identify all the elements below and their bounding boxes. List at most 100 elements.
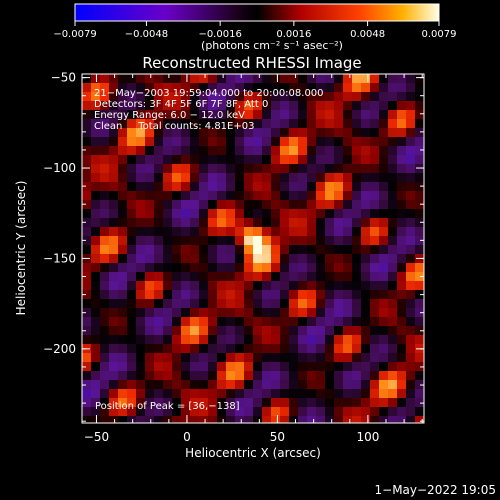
plot-frame <box>81 73 425 424</box>
heatmap-cell <box>226 344 235 353</box>
heatmap-cell <box>208 389 217 398</box>
heatmap-cell <box>199 317 208 326</box>
heatmap-cell <box>388 398 397 407</box>
heatmap-cell <box>163 344 172 353</box>
heatmap-cell <box>280 83 289 92</box>
heatmap-cell <box>82 290 91 299</box>
heatmap-cell <box>262 245 271 254</box>
heatmap-cell <box>145 173 154 182</box>
heatmap-cell <box>172 74 181 83</box>
heatmap-cell <box>406 362 415 371</box>
heatmap-cell <box>370 227 379 236</box>
heatmap-cell <box>145 137 154 146</box>
heatmap-cell <box>145 182 154 191</box>
heatmap-cell <box>262 344 271 353</box>
heatmap-cell <box>280 299 289 308</box>
annotation-line-2: Detectors: 3F 4F 5F 6F 7F 8F, Att 0 <box>94 99 268 110</box>
heatmap-cell <box>199 407 208 416</box>
heatmap-cell <box>343 146 352 155</box>
heatmap-cell <box>352 407 361 416</box>
heatmap-cell <box>235 398 244 407</box>
heatmap-cell <box>379 335 388 344</box>
heatmap-cell <box>397 308 406 317</box>
heatmap-cell <box>208 110 217 119</box>
heatmap-cell <box>145 254 154 263</box>
heatmap-cell <box>388 290 397 299</box>
heatmap-cell <box>298 83 307 92</box>
heatmap-cell <box>145 344 154 353</box>
heatmap-cell <box>253 407 262 416</box>
heatmap-cell <box>208 200 217 209</box>
heatmap-cell <box>109 128 118 137</box>
heatmap-cell <box>406 218 415 227</box>
heatmap-cell <box>298 326 307 335</box>
heatmap-cell <box>181 200 190 209</box>
heatmap-cell <box>172 362 181 371</box>
heatmap-cell <box>145 191 154 200</box>
heatmap-cell <box>406 92 415 101</box>
heatmap-cell <box>100 155 109 164</box>
heatmap-cell <box>208 272 217 281</box>
heatmap-cell <box>190 254 199 263</box>
heatmap-cell <box>208 236 217 245</box>
heatmap-cell <box>343 83 352 92</box>
heatmap-cell <box>352 92 361 101</box>
heatmap-cell <box>262 83 271 92</box>
heatmap-cell <box>397 155 406 164</box>
heatmap-cell <box>199 236 208 245</box>
heatmap-cell <box>361 209 370 218</box>
heatmap-cell <box>361 281 370 290</box>
timestamp-footer: 1−May−2022 19:05 <box>375 483 497 497</box>
heatmap-cell <box>127 299 136 308</box>
heatmap-cell <box>244 164 253 173</box>
heatmap-cell <box>361 146 370 155</box>
heatmap-cell <box>316 416 325 423</box>
heatmap-cell <box>244 281 253 290</box>
heatmap-cell <box>388 326 397 335</box>
heatmap-cell <box>325 218 334 227</box>
heatmap-cell <box>271 263 280 272</box>
heatmap-cell <box>163 119 172 128</box>
heatmap-cell <box>154 254 163 263</box>
heatmap-cell <box>280 389 289 398</box>
heatmap-cell <box>334 110 343 119</box>
heatmap-cell <box>397 263 406 272</box>
heatmap-cell <box>334 218 343 227</box>
heatmap-cell <box>199 173 208 182</box>
heatmap-cell <box>163 200 172 209</box>
heatmap-cell <box>352 353 361 362</box>
heatmap-cell <box>343 164 352 173</box>
heatmap-cell <box>172 191 181 200</box>
heatmap-cell <box>100 290 109 299</box>
colorbar-tick-label: −0.0079 <box>53 29 96 40</box>
heatmap-cell <box>262 335 271 344</box>
heatmap-cell <box>370 137 379 146</box>
heatmap-cell <box>91 101 100 110</box>
heatmap-cell <box>244 335 253 344</box>
heatmap-cell <box>316 227 325 236</box>
heatmap-cell <box>325 173 334 182</box>
heatmap-cell <box>109 272 118 281</box>
heatmap-cell <box>370 362 379 371</box>
heatmap-cell <box>253 335 262 344</box>
heatmap-cell <box>334 191 343 200</box>
heatmap-cell <box>136 263 145 272</box>
heatmap-cell <box>163 308 172 317</box>
heatmap-cell <box>226 146 235 155</box>
heatmap-cell <box>109 317 118 326</box>
heatmap-cell <box>370 92 379 101</box>
heatmap-cell <box>415 173 424 182</box>
heatmap-cell <box>91 353 100 362</box>
heatmap-cell <box>379 182 388 191</box>
heatmap-cell <box>352 263 361 272</box>
heatmap-cell <box>190 227 199 236</box>
heatmap-cell <box>397 236 406 245</box>
heatmap-cell <box>370 101 379 110</box>
heatmap-cell <box>82 245 91 254</box>
heatmap-cell <box>316 182 325 191</box>
heatmap-cell <box>91 389 100 398</box>
heatmap-cell <box>226 173 235 182</box>
heatmap-cell <box>289 101 298 110</box>
heatmap-cell <box>280 182 289 191</box>
heatmap-cell <box>343 182 352 191</box>
